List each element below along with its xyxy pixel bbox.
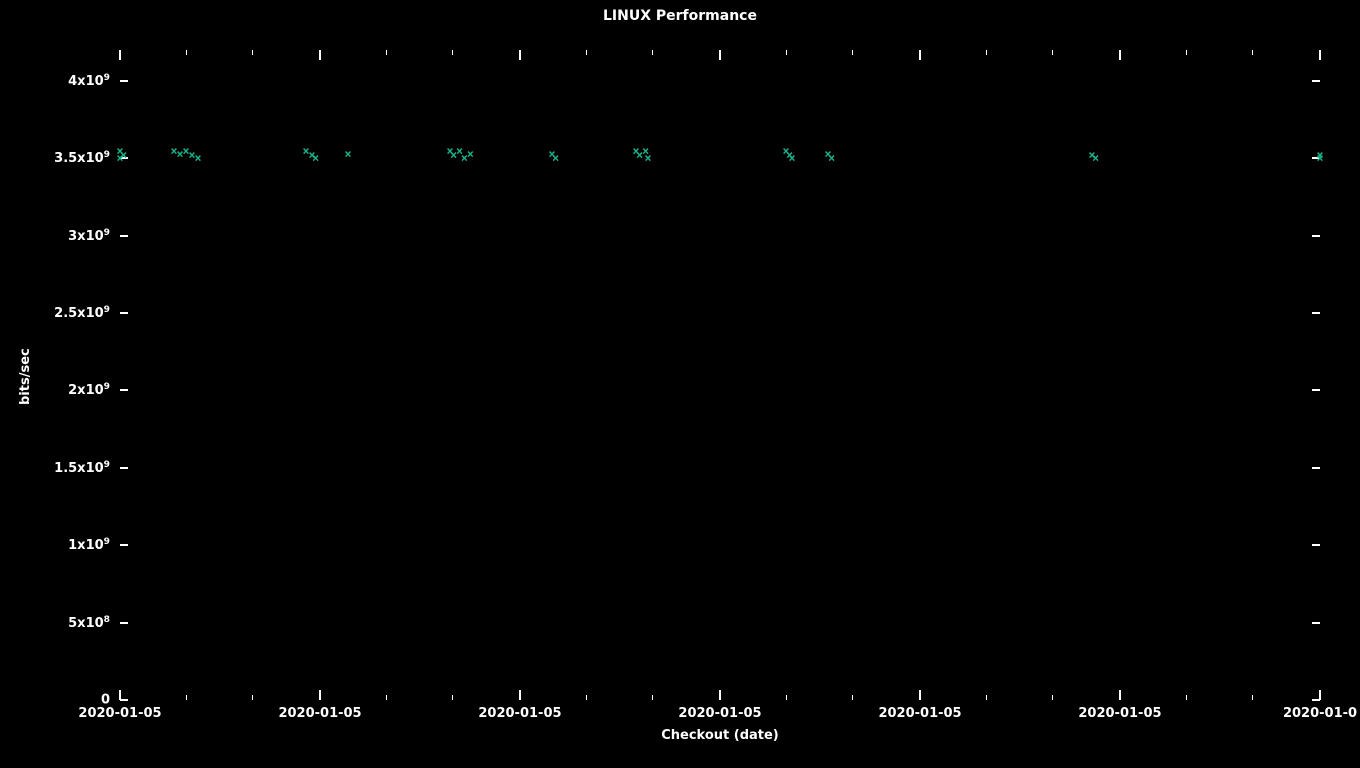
data-point: ×: [312, 152, 319, 164]
x-tick-mark: [1119, 50, 1121, 60]
x-minor-tick-mark: [986, 50, 987, 55]
x-minor-tick-mark: [852, 695, 853, 700]
x-tick-mark: [919, 50, 921, 60]
x-minor-tick-mark: [586, 695, 587, 700]
x-tick-label: 2020-01-05: [1078, 706, 1161, 721]
data-point: ×: [120, 149, 127, 161]
chart-title: LINUX Performance: [0, 8, 1360, 24]
y-tick-mark: [120, 699, 128, 701]
x-minor-tick-mark: [186, 50, 187, 55]
x-minor-tick-mark: [652, 50, 653, 55]
x-tick-label: 2020-01-05: [678, 706, 761, 721]
x-minor-tick-mark: [1052, 695, 1053, 700]
x-tick-mark: [119, 50, 121, 60]
x-tick-mark: [319, 50, 321, 60]
x-minor-tick-mark: [452, 50, 453, 55]
data-point: ×: [552, 152, 559, 164]
y-tick-mark: [1312, 544, 1320, 546]
y-tick-label: 1.5x109: [54, 460, 110, 476]
y-tick-mark: [1312, 80, 1320, 82]
y-tick-mark: [120, 235, 128, 237]
x-tick-mark: [719, 50, 721, 60]
y-tick-label: 2.5x109: [54, 305, 110, 321]
y-tick-label: 3.5x109: [54, 150, 110, 166]
x-minor-tick-mark: [1186, 695, 1187, 700]
x-minor-tick-mark: [1052, 50, 1053, 55]
x-minor-tick-mark: [252, 695, 253, 700]
plot-area: ××××××××××××××××××××××××××××××××: [120, 50, 1320, 700]
x-tick-label: 2020-01-05: [478, 706, 561, 721]
y-tick-label: 1x109: [68, 537, 110, 553]
x-minor-tick-mark: [452, 695, 453, 700]
y-tick-mark: [120, 467, 128, 469]
x-minor-tick-mark: [386, 50, 387, 55]
x-tick-mark: [919, 690, 921, 700]
y-tick-label: 5x108: [68, 614, 110, 630]
y-tick-mark: [120, 80, 128, 82]
y-tick-mark: [120, 622, 128, 624]
x-tick-label: 2020-01-0: [1283, 706, 1357, 721]
x-tick-mark: [1119, 690, 1121, 700]
x-minor-tick-mark: [1252, 695, 1253, 700]
y-tick-mark: [1312, 467, 1320, 469]
x-tick-mark: [1319, 690, 1321, 700]
data-point: ×: [1316, 152, 1323, 164]
y-tick-label: 2x109: [68, 382, 110, 398]
x-tick-mark: [719, 690, 721, 700]
x-minor-tick-mark: [586, 50, 587, 55]
chart-container: LINUX Performance ××××××××××××××××××××××…: [0, 0, 1360, 768]
x-minor-tick-mark: [386, 695, 387, 700]
y-tick-mark: [1312, 235, 1320, 237]
data-point: ×: [467, 148, 474, 160]
y-tick-label: 3x109: [68, 228, 110, 244]
y-tick-mark: [1312, 312, 1320, 314]
y-tick-mark: [1312, 622, 1320, 624]
x-minor-tick-mark: [652, 695, 653, 700]
x-minor-tick-mark: [852, 50, 853, 55]
x-minor-tick-mark: [186, 695, 187, 700]
y-tick-mark: [120, 544, 128, 546]
x-tick-label: 2020-01-05: [278, 706, 361, 721]
x-tick-label: 2020-01-05: [878, 706, 961, 721]
data-point: ×: [828, 152, 835, 164]
x-tick-mark: [1319, 50, 1321, 60]
data-point: ×: [644, 152, 651, 164]
data-point: ×: [1092, 152, 1099, 164]
y-tick-mark: [120, 389, 128, 391]
x-tick-mark: [319, 690, 321, 700]
data-point: ×: [344, 148, 351, 160]
y-tick-label: 4x109: [68, 73, 110, 89]
x-minor-tick-mark: [1186, 50, 1187, 55]
y-tick-mark: [120, 312, 128, 314]
data-point: ×: [194, 152, 201, 164]
x-minor-tick-mark: [252, 50, 253, 55]
x-minor-tick-mark: [786, 695, 787, 700]
x-tick-label: 2020-01-05: [78, 706, 161, 721]
x-tick-mark: [119, 690, 121, 700]
x-minor-tick-mark: [1252, 50, 1253, 55]
y-tick-mark: [1312, 389, 1320, 391]
y-axis-label: bits/sec: [18, 348, 33, 405]
x-axis-label: Checkout (date): [120, 728, 1320, 743]
x-tick-mark: [519, 50, 521, 60]
x-tick-mark: [519, 690, 521, 700]
x-minor-tick-mark: [986, 695, 987, 700]
x-minor-tick-mark: [786, 50, 787, 55]
data-point: ×: [788, 152, 795, 164]
